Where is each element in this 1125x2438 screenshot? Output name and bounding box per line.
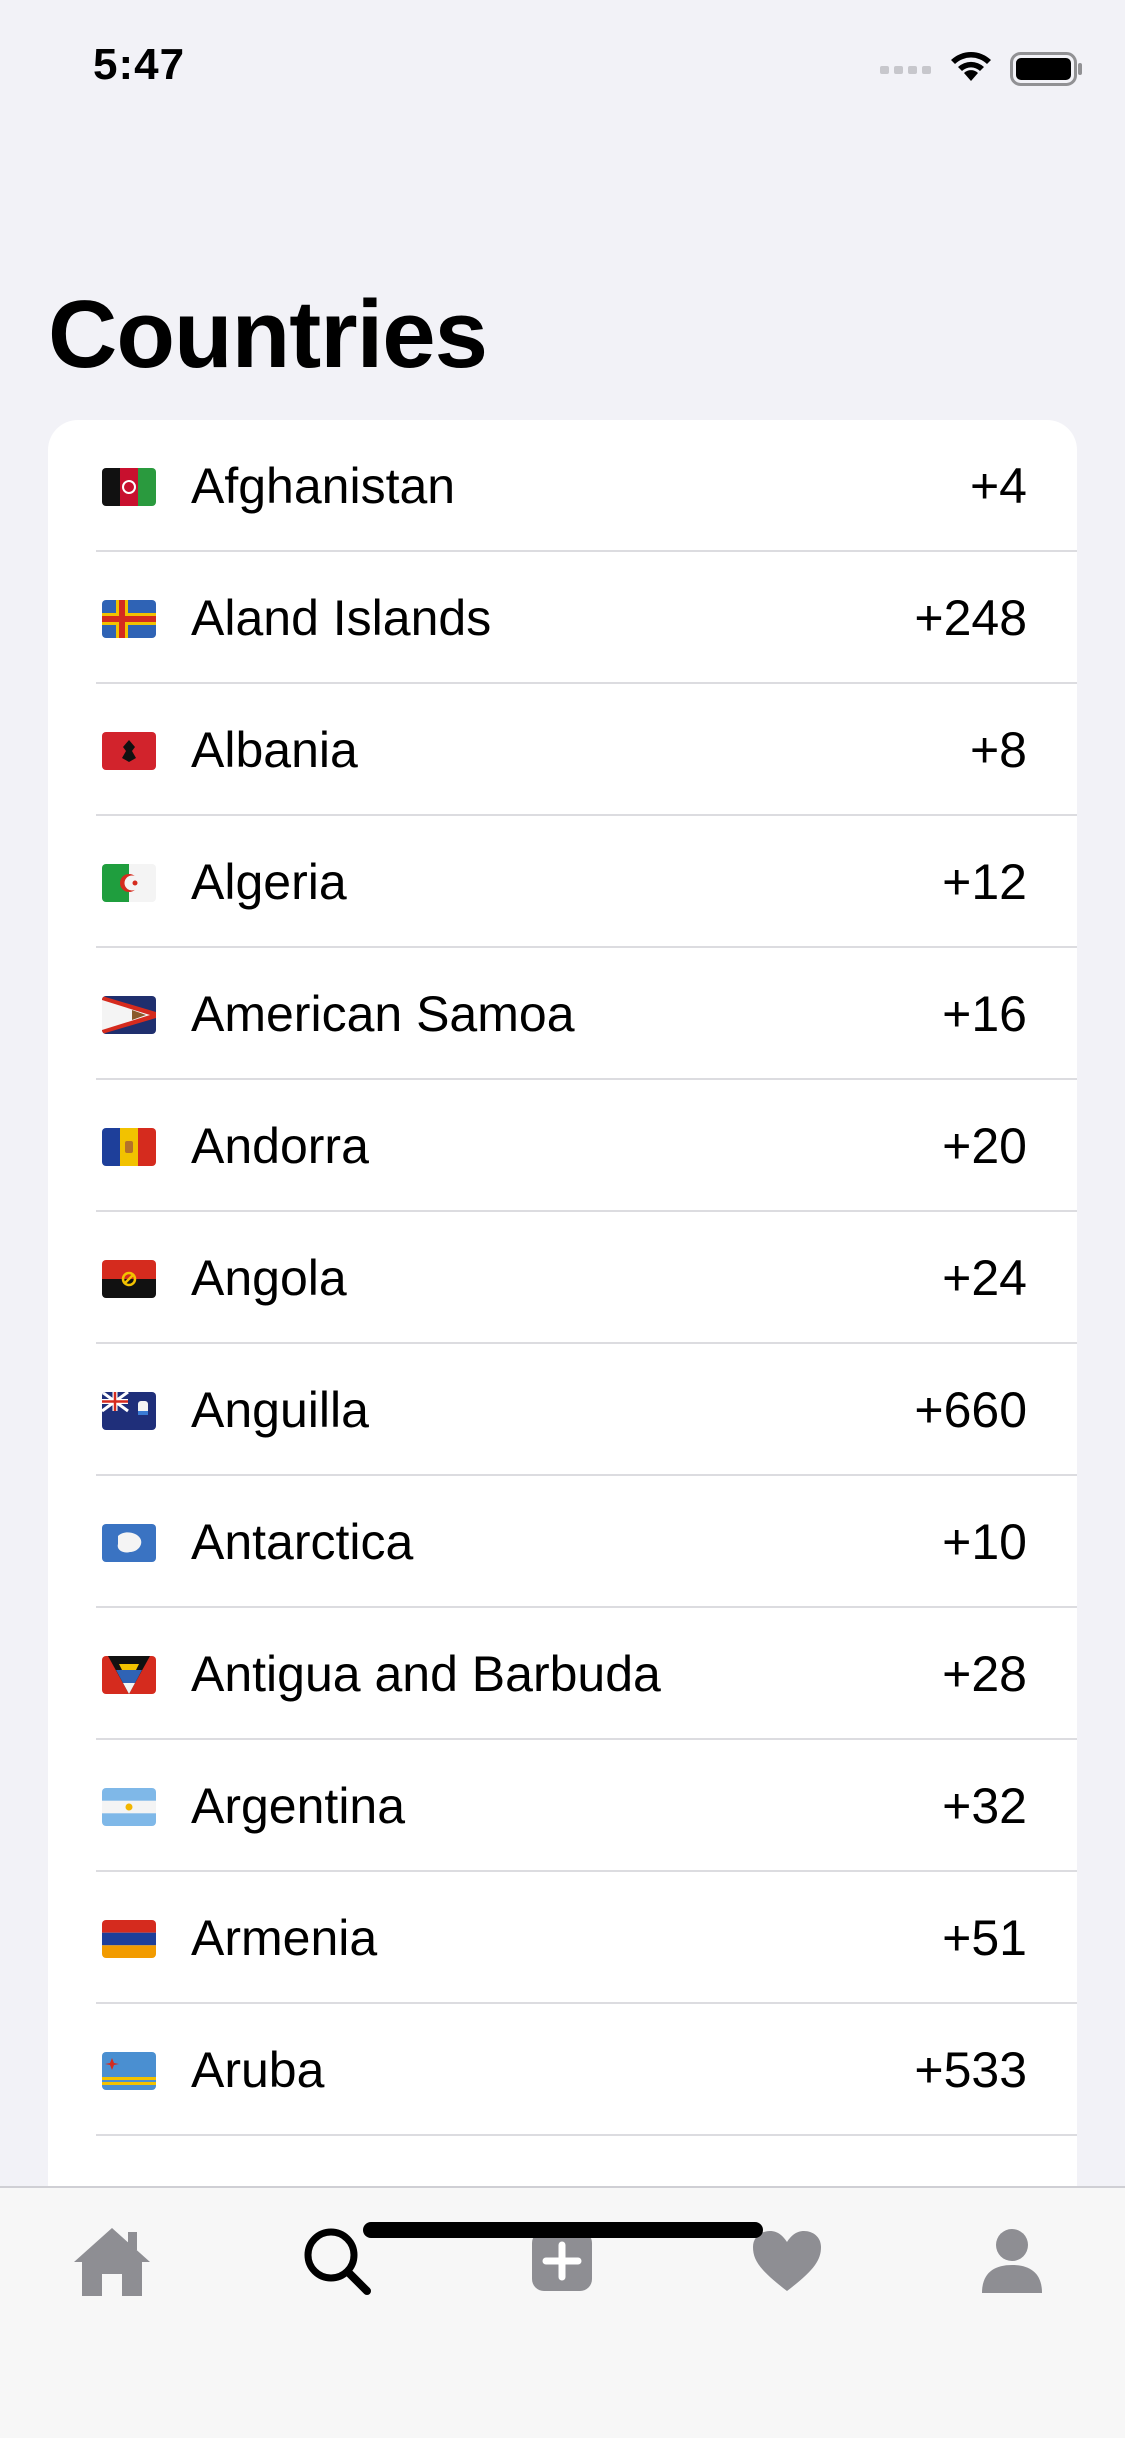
flag-aruba-icon xyxy=(102,2052,156,2090)
country-row[interactable]: Algeria +12 xyxy=(48,816,1077,948)
flag-albania-icon xyxy=(102,732,156,770)
wifi-icon xyxy=(951,52,991,81)
home-icon xyxy=(74,2228,150,2296)
battery-icon xyxy=(1010,52,1082,86)
country-code: +248 xyxy=(914,590,1027,646)
row-separator xyxy=(96,1870,1077,1872)
country-row[interactable]: Albania +8 xyxy=(48,684,1077,816)
country-name: Afghanistan xyxy=(191,458,456,514)
country-code: +16 xyxy=(942,986,1027,1042)
country-code: +533 xyxy=(914,2042,1027,2098)
country-code: +24 xyxy=(942,1250,1027,1306)
tab-favorites[interactable] xyxy=(732,2206,842,2316)
country-code: +32 xyxy=(942,1778,1027,1834)
flag-antigua-and-barbuda-icon xyxy=(102,1656,156,1694)
country-code: +20 xyxy=(942,1118,1027,1174)
row-separator xyxy=(96,2134,1077,2136)
search-icon xyxy=(304,2228,371,2295)
row-separator xyxy=(96,550,1077,552)
flag-american-samoa-icon xyxy=(102,996,156,1034)
flag-argentina-icon xyxy=(102,1788,156,1826)
flag-andorra-icon xyxy=(102,1128,156,1166)
country-row[interactable]: Angola +24 xyxy=(48,1212,1077,1344)
country-name: Armenia xyxy=(191,1910,378,1966)
country-row[interactable]: Antigua and Barbuda +28 xyxy=(48,1608,1077,1740)
tab-search[interactable] xyxy=(282,2206,392,2316)
country-name: Antigua and Barbuda xyxy=(191,1646,661,1702)
country-code: +51 xyxy=(942,1910,1027,1966)
country-row[interactable]: Anguilla +660 xyxy=(48,1344,1077,1476)
row-separator xyxy=(96,946,1077,948)
country-code: +8 xyxy=(969,722,1027,778)
status-time: 5:47 xyxy=(93,40,186,89)
country-name: American Samoa xyxy=(191,986,575,1042)
country-row[interactable]: Aland Islands +248 xyxy=(48,552,1077,684)
row-separator xyxy=(96,1078,1077,1080)
country-name: Anguilla xyxy=(191,1382,369,1438)
home-indicator xyxy=(363,2222,763,2238)
country-row[interactable]: Afghanistan +4 xyxy=(48,420,1077,552)
row-separator xyxy=(96,2002,1077,2004)
country-name: Angola xyxy=(191,1250,347,1306)
flag-aland-islands-icon xyxy=(102,600,156,638)
country-code: +12 xyxy=(942,854,1027,910)
flag-anguilla-icon xyxy=(102,1392,156,1430)
cellular-signal-icon xyxy=(880,66,931,74)
heart-icon xyxy=(753,2231,821,2291)
row-separator xyxy=(96,1210,1077,1212)
row-separator xyxy=(96,814,1077,816)
row-separator xyxy=(96,1342,1077,1344)
row-separator xyxy=(96,1606,1077,1608)
tab-add[interactable] xyxy=(507,2206,617,2316)
row-separator xyxy=(96,682,1077,684)
country-row[interactable]: Aruba +533 xyxy=(48,2004,1077,2136)
person-icon xyxy=(982,2229,1042,2293)
flag-algeria-icon xyxy=(102,864,156,902)
status-bar: 5:47 xyxy=(0,0,1125,140)
countries-list: Afghanistan +4 Aland Islands +248 Albani… xyxy=(48,420,1077,2190)
flag-antarctica-icon xyxy=(102,1524,156,1562)
flag-angola-icon xyxy=(102,1260,156,1298)
flag-armenia-icon xyxy=(102,1920,156,1958)
country-name: Antarctica xyxy=(191,1514,414,1570)
country-name: Algeria xyxy=(191,854,347,910)
flag-afghanistan-icon xyxy=(102,468,156,506)
country-name: Aland Islands xyxy=(191,590,492,646)
country-code: +4 xyxy=(969,458,1027,514)
country-row[interactable]: Andorra +20 xyxy=(48,1080,1077,1212)
country-code: +28 xyxy=(942,1646,1027,1702)
country-name: Andorra xyxy=(191,1118,369,1174)
country-name: Albania xyxy=(191,722,358,778)
country-row[interactable]: Antarctica +10 xyxy=(48,1476,1077,1608)
country-name: Argentina xyxy=(191,1778,406,1834)
tab-profile[interactable] xyxy=(957,2206,1067,2316)
page-title: Countries xyxy=(48,281,488,388)
country-row[interactable]: American Samoa +16 xyxy=(48,948,1077,1080)
row-separator xyxy=(96,1738,1077,1740)
add-icon xyxy=(532,2231,592,2291)
row-separator xyxy=(96,1474,1077,1476)
country-row[interactable]: Armenia +51 xyxy=(48,1872,1077,2004)
country-code: +10 xyxy=(942,1514,1027,1570)
country-row[interactable]: Argentina +32 xyxy=(48,1740,1077,1872)
country-name: Aruba xyxy=(191,2042,325,2098)
country-code: +660 xyxy=(914,1382,1027,1438)
tab-home[interactable] xyxy=(57,2206,167,2316)
